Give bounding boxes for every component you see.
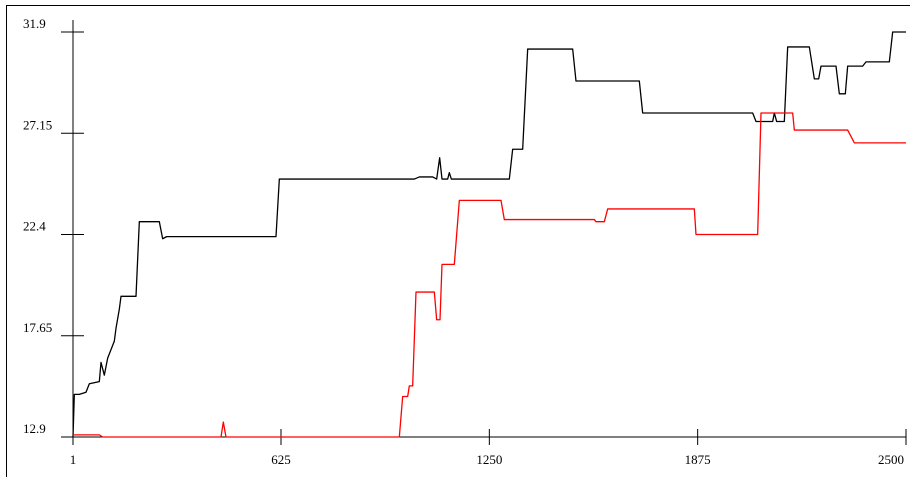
x-ticks: 1 625 1250 1875 2500 [70,429,907,467]
x-tick-label: 625 [271,452,291,467]
x-tick-label: 2500 [878,452,904,467]
x-tick-label: 1250 [476,452,502,467]
y-tick-label: 17.65 [23,320,52,335]
series-line-2 [73,112,906,438]
axes: 12.9 17.65 22.4 27.15 31.9 1 625 1250 1875 2500 [23,16,907,467]
y-tick-label: 31.9 [23,16,46,31]
y-tick-label: 22.4 [23,219,46,234]
chart-frame [6,5,910,477]
x-tick-label: 1875 [685,452,711,467]
series-line-1 [72,31,906,438]
series-layer [72,31,906,438]
x-tick-label: 1 [70,452,77,467]
y-tick-label: 27.15 [23,117,52,132]
y-tick-label: 12.9 [23,421,46,436]
y-ticks: 12.9 17.65 22.4 27.15 31.9 [23,16,84,438]
